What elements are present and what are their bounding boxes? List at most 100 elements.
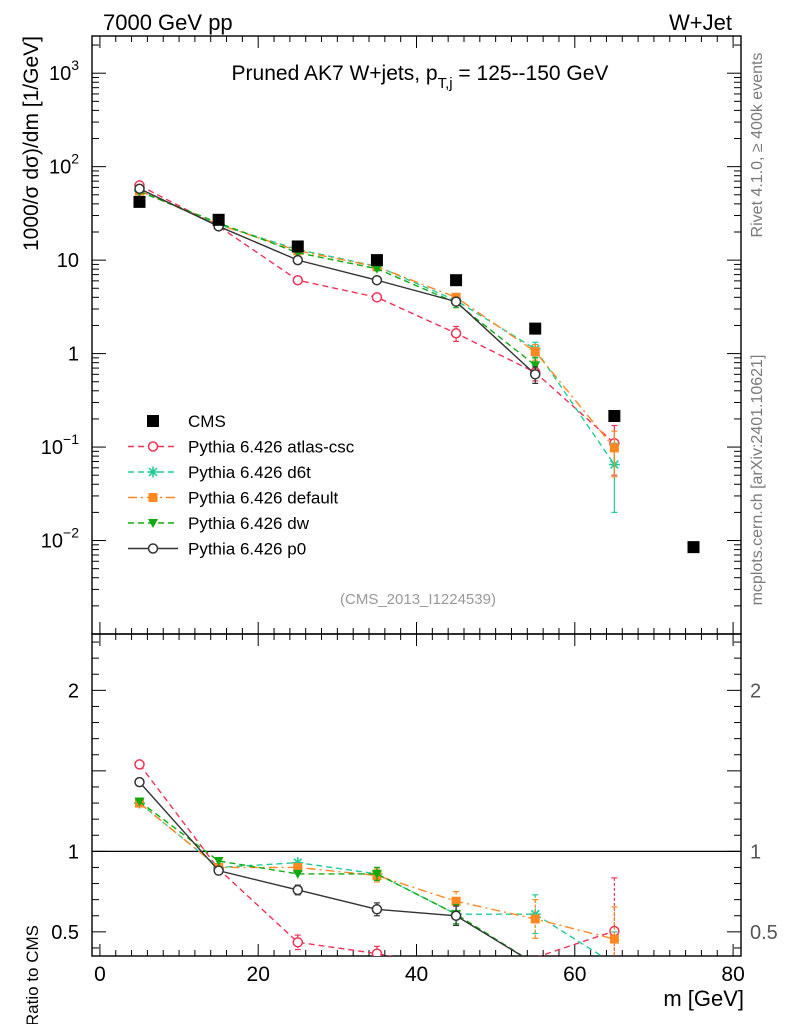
legend-label: Pythia 6.426 atlas-csc [188,438,355,457]
ratio-y-tick-label-right: 2 [750,680,761,702]
ratio-point [371,869,382,879]
ratio-point [530,914,540,924]
data-point [529,322,542,335]
data-point [212,213,225,226]
x-tick-label: 80 [721,963,744,986]
y-tick-label: 10−2 [41,525,79,553]
ratio-line [138,763,615,956]
ratio-point [371,904,383,915]
legend-marker [147,415,159,427]
x-axis-label: m [GeV] [663,986,744,1011]
ratio-point [213,857,224,867]
data-point [530,361,541,371]
data-point [450,274,463,287]
data-point [371,264,382,274]
ratio-point [134,776,145,788]
ratio-point [609,934,619,944]
y-tick-label: 1 [68,344,79,366]
series-pythia-6-426-p0 [134,183,541,384]
ratio-point [529,908,541,920]
ratio-point [451,896,461,906]
y-tick-label: 102 [49,151,79,179]
legend-label: Pythia 6.426 p0 [188,540,306,559]
data-point [291,240,304,253]
ratio-series-pythia-6-426-dw [134,797,524,956]
x-tick-label: 20 [247,963,270,986]
ratio-y-tick-label: 0.5 [51,922,79,944]
legend-label: CMS [188,412,226,431]
ratio-frame [91,633,742,957]
x-tick-label: 60 [563,963,586,986]
data-point [133,195,146,208]
ratio-point [134,759,145,770]
series-cms [133,195,700,554]
data-point [609,443,619,453]
data-point [292,274,304,286]
legend-entry: Pythia 6.426 p0 [128,540,306,559]
ratio-series-pythia-6-426-d6t [133,797,618,956]
legend-entry: Pythia 6.426 d6t [128,463,311,482]
mcplots-label: mcplots.cern.ch [arXiv:2401.10621] [749,355,766,606]
x-tick-label: 40 [405,963,428,986]
main-y-axis-label: 1000/σ dσ)/dm [1/GeV] [20,36,43,251]
legend-entry: Pythia 6.426 default [128,489,339,508]
series-line [139,191,536,366]
legend-label: Pythia 6.426 default [188,489,339,508]
series-pythia-6-426-default [134,186,619,478]
ratio-y-tick-label-right: 1 [750,841,761,863]
series-line [139,184,615,444]
x-tick-label: 0 [94,963,106,986]
ratio-point [134,797,145,807]
ratio-point [293,862,303,872]
series-line [139,188,536,375]
ratio-point [292,869,303,879]
data-point [292,254,304,266]
y-tick-label: 10−1 [41,431,79,459]
chart-title: Pruned AK7 W+jets, pT,j = 125--150 GeV [232,62,609,92]
legend-marker [147,543,159,554]
ratio-y-axis-label: Ratio to CMS [23,925,42,1024]
legend-marker [147,466,159,478]
ratio-series-pythia-6-426-p0 [134,776,524,956]
legend-entry: Pythia 6.426 atlas-csc [128,438,355,457]
data-point [450,296,462,307]
ratio-point [292,884,304,896]
data-point [608,409,621,422]
header-left: 7000 GeV pp [103,10,233,35]
series-line [139,190,615,449]
analysis-id: (CMS_2013_I1224539) [340,591,496,608]
header-right: W+Jet [669,10,732,35]
ratio-point [371,948,383,956]
legend-entry: CMS [147,412,226,431]
legend-marker [148,493,158,502]
ratio-y-tick-label: 2 [68,680,79,702]
data-point [530,347,540,357]
data-point [371,274,383,286]
data-point [134,183,145,195]
ratio-line [138,781,524,956]
y-tick-label: 10 [57,250,79,272]
legend-label: Pythia 6.426 dw [188,514,310,533]
rivet-label: Rivet 4.1.0, ≥ 400k events [749,53,766,238]
ratio-line [139,800,524,956]
data-point [687,541,700,554]
ratio-point [450,910,462,921]
data-point [371,292,383,303]
ratio-y-tick-label: 1 [68,841,79,863]
ratio-point [292,857,304,869]
legend-marker [147,441,159,452]
ratio-y-tick-label-right: 0.5 [750,922,778,944]
ratio-point [292,937,304,948]
data-point [450,328,462,339]
y-tick-label: 103 [49,57,79,85]
legend-entry: Pythia 6.426 dw [128,514,310,533]
data-point [529,369,541,380]
ratio-point [213,865,224,876]
data-point [370,254,383,267]
ratio-series-pythia-6-426-default [134,798,619,956]
ratio-line [139,802,603,956]
series-pythia-6-426-atlas-csc [134,180,620,476]
legend-label: Pythia 6.426 d6t [188,463,311,482]
